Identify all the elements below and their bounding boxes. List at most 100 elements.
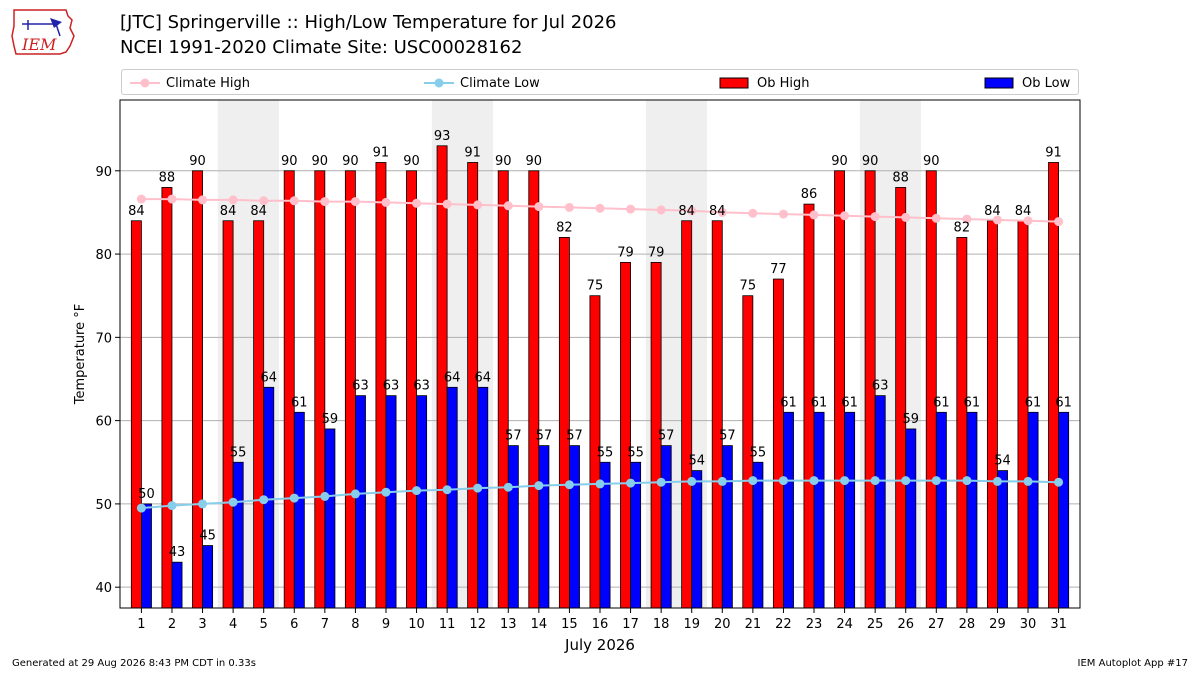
bar-high-13 [497,170,509,609]
bar-high-24 [834,170,845,609]
climate-low-point-17 [626,478,636,488]
legend-ob-high: Ob High [719,74,810,92]
y-tick-label-70: 70 [95,331,112,346]
climate-low-point-16 [595,479,605,489]
x-tick-label-6: 6 [290,617,298,632]
x-tick-label-27: 27 [928,617,945,632]
bar-high-22 [772,278,784,609]
climate-high-point-23 [809,210,819,220]
x-tick-label-28: 28 [959,617,976,632]
chart-subtitle: NCEI 1991-2020 Climate Site: USC00028162 [120,37,523,58]
climate-low-point-20 [717,476,727,486]
bar-high-26 [895,187,907,609]
climate-low-point-30 [1023,476,1033,486]
label-high-18: 79 [648,245,665,260]
label-high-12: 91 [464,145,481,160]
climate-high-point-25 [870,212,880,222]
label-low-16: 55 [597,445,614,460]
climate-low-point-12 [473,483,483,493]
label-high-14: 90 [526,154,543,169]
x-tick-label-8: 8 [351,617,359,632]
label-high-21: 75 [740,279,757,294]
bar-high-6 [283,170,295,609]
x-axis-label: July 2026 [564,636,635,654]
label-low-27: 61 [933,395,950,410]
climate-high-point-13 [503,201,513,211]
data-labels: 84 50 88 43 90 45 84 55 84 64 90 61 90 59 90 63 91 63 90 63… [128,129,1072,560]
x-tick-label-9: 9 [382,617,390,632]
label-high-16: 75 [587,279,604,294]
climate-low-point-24 [840,476,850,486]
label-high-13: 90 [495,154,512,169]
bar-low-12 [477,386,489,609]
label-low-11: 64 [444,370,461,385]
climate-high-point-29 [992,215,1002,225]
bar-low-13 [507,445,519,609]
x-tick-label-26: 26 [897,617,914,632]
label-high-23: 86 [801,187,818,202]
bar-high-17 [620,261,631,609]
bar-high-29 [986,220,998,609]
bar-low-29 [997,470,1008,609]
label-low-22: 61 [780,395,797,410]
footer-generated: Generated at 29 Aug 2026 8:43 PM CDT in … [12,658,256,669]
climate-high-point-3 [198,195,208,205]
label-low-6: 61 [291,395,308,410]
x-tick-label-23: 23 [806,617,823,632]
climate-high-point-9 [381,197,391,207]
bar-low-3 [202,545,214,609]
climate-high-point-15 [564,202,574,212]
label-low-19: 54 [688,454,705,469]
climate-low-point-11 [442,485,452,495]
label-high-27: 90 [923,154,940,169]
climate-high-point-24 [840,211,850,221]
label-high-9: 91 [373,145,390,160]
x-tick-label-12: 12 [469,617,486,632]
bar-low-30 [1027,411,1039,609]
label-high-15: 82 [556,220,573,235]
x-tick-label-20: 20 [714,617,731,632]
climate-high-point-26 [901,212,911,222]
label-high-19: 84 [678,204,695,219]
y-tick-label-50: 50 [95,498,112,513]
x-tick-label-16: 16 [592,617,609,632]
y-tick-label-80: 80 [95,248,112,263]
label-low-12: 64 [474,370,491,385]
climate-high-point-17 [626,204,636,214]
label-high-7: 90 [312,154,329,169]
climate-high-point-27 [931,213,941,223]
climate-low-point-23 [809,476,819,486]
label-low-2: 43 [169,545,186,560]
climate-low-point-21 [748,476,758,486]
label-high-29: 84 [984,204,1001,219]
bar-low-19 [691,470,703,609]
label-low-26: 59 [903,412,920,427]
label-high-28: 82 [954,220,971,235]
x-tick-label-30: 30 [1020,617,1037,632]
y-tick-label-60: 60 [95,415,112,430]
climate-high-point-28 [962,214,972,224]
x-tick-label-3: 3 [198,617,206,632]
x-tick-label-15: 15 [561,617,578,632]
climate-low-point-4 [228,497,238,507]
climate-high-point-14 [534,202,544,212]
climate-low-point-13 [503,482,513,492]
legend-climate-high: Climate High [130,74,250,92]
climate-low-point-8 [350,489,360,499]
climate-high-point-10 [412,198,422,208]
climate-low-point-27 [931,476,941,486]
label-low-15: 57 [566,429,583,444]
bar-low-26 [905,428,917,609]
bar-low-25 [874,395,886,609]
label-high-20: 84 [709,204,726,219]
climate-low-point-9 [381,487,391,497]
x-tick-label-17: 17 [622,617,639,632]
label-high-1: 84 [128,204,145,219]
x-tick-label-21: 21 [745,617,762,632]
climate-high-point-6 [289,196,299,206]
legend-climate-high-label: Climate High [166,75,251,91]
label-high-31: 91 [1045,145,1062,160]
label-low-10: 63 [413,379,430,394]
